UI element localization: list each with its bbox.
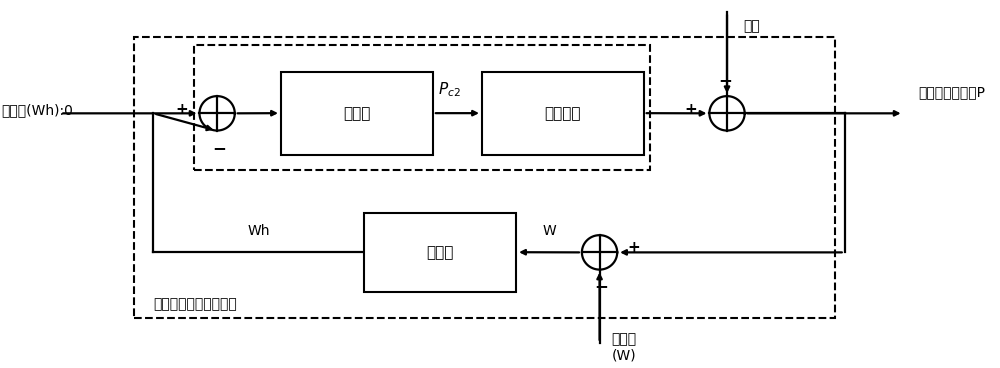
Bar [482,72,644,155]
Text: 发电单元: 发电单元 [545,106,581,121]
Text: 并网点有功功率P: 并网点有功功率P [918,85,985,99]
Text: 设定値
(W): 设定値 (W) [612,332,637,362]
Text: $P_{c2}$: $P_{c2}$ [438,80,460,99]
Text: 积分器: 积分器 [427,245,454,260]
Text: 控制器: 控制器 [343,106,371,121]
Text: Wh: Wh [248,224,270,238]
Text: +: + [627,240,640,255]
Bar [134,36,835,318]
Bar [194,45,650,170]
Text: −: − [212,139,226,158]
Text: +: + [175,102,188,117]
Text: 负载: 负载 [743,19,760,33]
Text: 设定値(Wh):0: 设定値(Wh):0 [1,103,73,117]
Text: +: + [685,102,698,117]
Bar [364,213,516,292]
Bar [281,72,433,155]
Text: −: − [718,71,732,89]
Text: −: − [594,277,608,296]
Text: 实时能量平衡控制模块: 实时能量平衡控制模块 [153,297,237,311]
Text: W: W [542,224,556,238]
